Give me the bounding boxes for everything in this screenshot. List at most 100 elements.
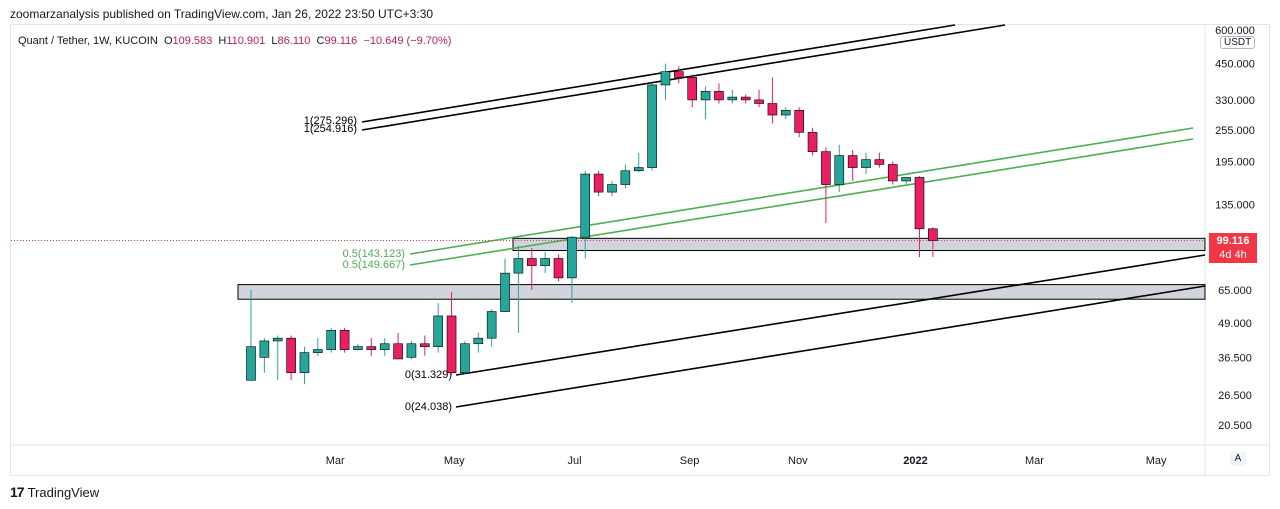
- candle-body: [553, 258, 564, 279]
- time-tick-label: 2022: [903, 455, 927, 467]
- price-tick-label: 450.000: [1215, 59, 1255, 71]
- fib-level-label: 0(31.329): [405, 369, 452, 381]
- time-tick-label: Nov: [788, 455, 808, 467]
- price-tick-label: 600.000: [1215, 25, 1255, 37]
- candle-body: [366, 346, 377, 350]
- time-tick-label: Sep: [680, 455, 700, 467]
- auto-scale-button[interactable]: A: [1230, 452, 1246, 466]
- candle-body: [486, 311, 497, 339]
- price-tick-label: 255.000: [1215, 125, 1255, 137]
- candle-body: [446, 315, 457, 374]
- bar-countdown: 4d 4h: [1219, 249, 1247, 261]
- candle-body: [326, 329, 337, 350]
- candle-body: [299, 352, 310, 374]
- candle-body: [286, 337, 296, 374]
- close-label: C: [316, 35, 325, 47]
- candle-body: [914, 177, 925, 230]
- price-tick-label: 65.000: [1218, 285, 1252, 297]
- candle-body: [393, 343, 403, 360]
- candle-body: [874, 159, 885, 165]
- candle-body: [607, 184, 617, 193]
- candle-body: [821, 151, 831, 185]
- support-zone: [512, 237, 1206, 252]
- candle-body: [353, 346, 363, 350]
- candle-body: [339, 329, 350, 350]
- fib-channel-line: [455, 285, 1206, 408]
- fib-level-label: 0(24.038): [405, 401, 452, 413]
- candle-body: [526, 258, 537, 266]
- last-price: 99.116: [1216, 235, 1250, 247]
- fib-level-label: 0.5(143.123): [343, 248, 405, 260]
- candle-body: [901, 177, 911, 182]
- candle-body: [767, 103, 778, 116]
- time-tick-label: May: [444, 455, 465, 467]
- support-zone: [237, 284, 1206, 300]
- price-tick-label: 195.000: [1215, 156, 1255, 168]
- candle-body: [246, 346, 256, 381]
- time-tick-label: Jul: [568, 455, 582, 467]
- price-tick-label: 36.500: [1218, 352, 1252, 364]
- candle-body: [847, 155, 858, 168]
- price-tick-label: 135.000: [1215, 199, 1255, 211]
- candle-body: [620, 170, 631, 185]
- symbol-legend: Quant / Tether, 1W, KUCOIN O109.583 H110…: [18, 35, 451, 47]
- candle-body: [420, 343, 430, 347]
- candle-body: [500, 272, 510, 312]
- time-tick-label: May: [1146, 455, 1167, 467]
- low-value: 86.110: [277, 35, 311, 47]
- price-tick-label: 26.500: [1218, 390, 1252, 402]
- candle-body: [406, 343, 417, 358]
- publisher-caption: zoomarzanalysis published on TradingView…: [10, 7, 434, 21]
- chart-frame: [10, 24, 1270, 476]
- fib-channel-line: [455, 254, 1206, 376]
- candle-body: [259, 340, 270, 358]
- fib-level-label: 1(275.296): [304, 115, 357, 127]
- candle-body: [660, 71, 671, 86]
- tradingview-logo-icon: 17: [10, 484, 25, 500]
- fib-channel-line: [409, 138, 1194, 266]
- candle-body: [807, 132, 818, 152]
- candle-body: [313, 349, 323, 353]
- brand-name: TradingView: [27, 484, 100, 500]
- candle-body: [272, 337, 283, 342]
- candle-body: [633, 167, 644, 172]
- candle-body: [834, 155, 845, 185]
- low-label: L: [271, 35, 278, 47]
- change-value: −10.649 (−9.70%): [363, 35, 452, 47]
- fib-level-label: 0.5(149.667): [343, 259, 405, 271]
- candle-body: [727, 96, 738, 101]
- last-price-tag: 99.116 4d 4h: [1209, 233, 1257, 263]
- candle-body: [928, 228, 938, 241]
- candle-body: [740, 96, 751, 101]
- fib-channel-line: [409, 127, 1194, 255]
- open-label: O: [163, 35, 173, 47]
- candle-body: [754, 99, 764, 104]
- candle-body: [687, 77, 698, 101]
- candle-body: [700, 91, 711, 101]
- price-tick-label: 49.000: [1218, 318, 1252, 330]
- candle-body: [460, 343, 470, 374]
- candle-body: [513, 258, 524, 274]
- high-label: H: [218, 35, 227, 47]
- price-tick-label: 20.500: [1218, 420, 1252, 432]
- candle-body: [794, 109, 804, 133]
- candle-body: [674, 71, 684, 78]
- currency-badge[interactable]: USDT: [1220, 36, 1256, 49]
- footer-brand[interactable]: 17 TradingView: [10, 484, 99, 500]
- candle-body: [433, 315, 443, 347]
- fib-channel-line: [361, 24, 956, 123]
- candle-body: [647, 84, 657, 168]
- fib-level-label: 1(254.916): [304, 123, 357, 135]
- candle-body: [887, 164, 898, 182]
- high-value: 110.901: [226, 35, 266, 47]
- close-value: 99.116: [324, 35, 358, 47]
- price-tick-label: 330.000: [1215, 95, 1255, 107]
- open-value: 109.583: [172, 35, 213, 47]
- candle-body: [714, 91, 724, 101]
- time-tick-label: Mar: [326, 455, 345, 467]
- time-tick-label: Mar: [1025, 455, 1044, 467]
- candle-body: [379, 343, 390, 350]
- candle-body: [593, 173, 604, 193]
- candle-body: [540, 258, 550, 266]
